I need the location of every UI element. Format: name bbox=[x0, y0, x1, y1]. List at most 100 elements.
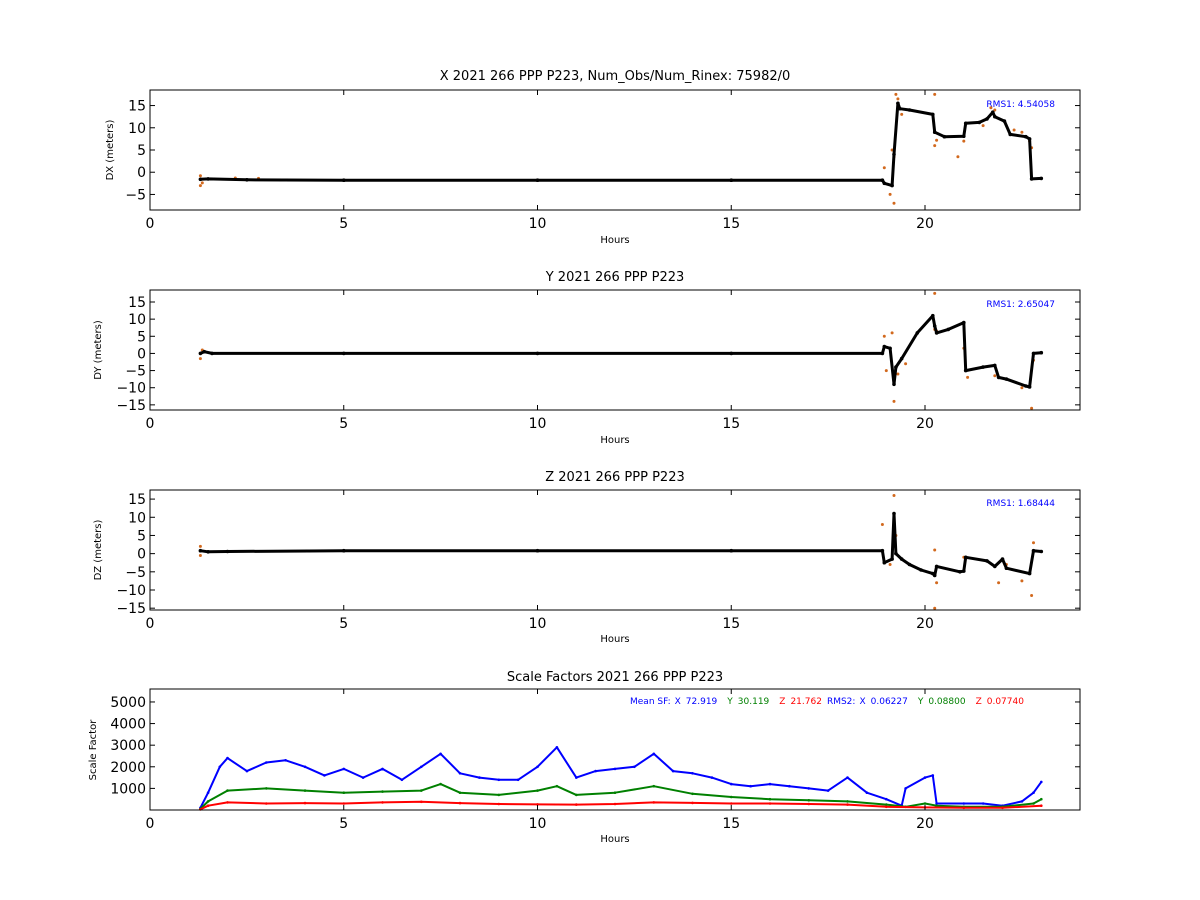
panel-x-fit-point bbox=[882, 181, 887, 186]
panel-y-ytick-label: 0 bbox=[137, 346, 146, 362]
panel-x-fit-point bbox=[985, 117, 989, 121]
panel-x-ytick-label: 5 bbox=[137, 143, 146, 159]
panel-sf-sf_y-point bbox=[885, 803, 888, 806]
panel-sf-sf_z-point bbox=[1001, 806, 1004, 810]
legend-y2-label: Y bbox=[917, 697, 924, 707]
panel-y-fit-point bbox=[932, 324, 937, 328]
panel-z-raw-point bbox=[198, 544, 202, 548]
panel-sf-sf_x-point bbox=[245, 769, 249, 773]
panel-z-fit-point bbox=[890, 557, 894, 561]
panel-z-fit-point bbox=[1000, 557, 1005, 561]
panel-sf-sf_y-point bbox=[381, 790, 384, 793]
panel-z-fit-point bbox=[894, 551, 898, 556]
panel-sf-xtick-label: 15 bbox=[722, 816, 740, 832]
panel-y-xtick-label: 20 bbox=[916, 416, 934, 432]
panel-y-fit-point bbox=[934, 331, 939, 335]
panel-y-ytick-label: −15 bbox=[116, 398, 146, 414]
panel-sf-plot: 0 5 10 15 20 1000 2000 3000 4000 5000 bbox=[110, 688, 1081, 832]
panel-sf-sf_x-point bbox=[671, 769, 675, 773]
panel-y-fit-point bbox=[1039, 350, 1044, 355]
panel-sf-sf_z-point bbox=[730, 802, 733, 805]
panel-y-rms-annotation: RMS1: 2.65047 bbox=[986, 300, 1055, 310]
panel-z-fit-point bbox=[899, 557, 904, 561]
panel-z-raw-point bbox=[1032, 541, 1035, 545]
panel-y-raw-point bbox=[882, 334, 886, 338]
panel-x-fit-point bbox=[907, 108, 912, 112]
panel-z-raw-point bbox=[198, 554, 202, 557]
panel-x-raw-point bbox=[198, 184, 202, 188]
panel-x-raw-point bbox=[198, 174, 202, 178]
panel-sf-sf_x-point bbox=[691, 772, 694, 775]
panel-z-fit-point bbox=[882, 560, 887, 565]
panel-y-fit-point bbox=[202, 349, 207, 354]
panel-x-xlabel: Hours bbox=[600, 235, 629, 246]
panel-y-raw-point bbox=[890, 331, 894, 335]
panel-z-fit-point bbox=[225, 549, 230, 554]
panel-y-fit-point bbox=[963, 368, 968, 373]
panel-sf-sf_y-point bbox=[768, 797, 772, 801]
panel-z-fit-point bbox=[985, 559, 989, 563]
panel-sf-sf_x-point bbox=[1020, 800, 1024, 803]
panel-z-plot: 0 5 10 15 20 −15 −10 −5 0 5 10 15 bbox=[116, 489, 1081, 632]
panel-x-raw-point bbox=[993, 108, 997, 112]
panel-sf-sf_y-point bbox=[730, 795, 733, 799]
panel-z-raw-point bbox=[933, 548, 937, 552]
panel-sf-sf_y-point bbox=[420, 789, 423, 792]
panel-z-raw-point bbox=[1030, 594, 1034, 597]
panel-z-fit-point bbox=[535, 548, 540, 553]
panel-sf-sf_y-point bbox=[536, 789, 539, 792]
panel-z-xtick-label: 20 bbox=[916, 616, 934, 632]
panel-z-xlabel: Hours bbox=[600, 634, 629, 645]
panel-sf-sf_z-point bbox=[420, 800, 423, 804]
panel-sf-sf_x-point bbox=[807, 787, 811, 790]
panel-sf-ytick-label: 1000 bbox=[110, 781, 146, 797]
panel-sf-sf_x-point bbox=[923, 776, 927, 779]
panel-y-fit-point bbox=[915, 331, 920, 335]
panel-z-fit-point bbox=[1039, 549, 1044, 554]
panel-x-ytick-label: 0 bbox=[137, 165, 146, 181]
panel-sf-series-sf_y bbox=[199, 782, 1043, 811]
panel-x-raw-point bbox=[981, 124, 985, 128]
panel-sf-sf_x-point bbox=[361, 776, 365, 779]
legend-y-label: Y bbox=[726, 697, 733, 707]
panel-z-rms-annotation: RMS1: 1.68444 bbox=[986, 499, 1055, 509]
panel-x-raw-point bbox=[200, 181, 204, 185]
panel-y-fit-point bbox=[882, 344, 887, 349]
panel-sf-sf_z-point bbox=[613, 802, 617, 806]
panel-y-fit-point bbox=[888, 346, 892, 351]
panel-sf-series-sf_x bbox=[199, 746, 1043, 810]
panel-x-fit-line bbox=[200, 101, 1042, 188]
panel-x-ylabel: DX (meters) bbox=[105, 119, 116, 180]
panel-sf-sf_y-point bbox=[846, 800, 849, 803]
panel-sf-sf_x-point bbox=[536, 765, 539, 769]
panel-x-raw-point bbox=[900, 112, 904, 116]
panel-sf-sf_x-point bbox=[381, 767, 384, 771]
panel-y-ytick-label: 10 bbox=[128, 312, 146, 328]
panel-x-ytick-label: −5 bbox=[125, 187, 146, 203]
panel-z-ytick-label: −5 bbox=[125, 565, 146, 581]
panel-z-fit-point bbox=[892, 511, 896, 516]
panel-sf-sf_x-point bbox=[846, 776, 849, 779]
panel-sf-sf_y-point bbox=[691, 792, 694, 796]
panel-x-raw-point bbox=[962, 139, 966, 143]
panel-sf-sf_z-point bbox=[885, 805, 888, 809]
panel-x-fit-point bbox=[1027, 137, 1032, 141]
legend-y-mean: 30.119 bbox=[738, 697, 770, 707]
panel-x-raw-point bbox=[933, 92, 937, 96]
panel-y-fit-point bbox=[993, 363, 997, 368]
legend-x2-label: X bbox=[859, 697, 865, 707]
panel-sf-xtick-label: 5 bbox=[339, 816, 348, 832]
panel-sf-sf_x-point bbox=[516, 778, 520, 782]
panel-sf-sf_x-point bbox=[904, 787, 907, 790]
panel-z-fit-point bbox=[1004, 566, 1009, 570]
panel-x-xtick-label: 20 bbox=[916, 216, 934, 232]
panel-x-raw-point bbox=[933, 144, 937, 148]
panel-z-fit-point bbox=[919, 568, 923, 572]
panel-z-fit-point bbox=[932, 573, 937, 578]
panel-sf-ylabel: Scale Factor bbox=[88, 719, 99, 781]
panel-x-raw-point bbox=[935, 138, 939, 142]
panel-sf-sf_z-point bbox=[265, 802, 268, 805]
panel-sf-sf_x-point bbox=[342, 767, 346, 771]
